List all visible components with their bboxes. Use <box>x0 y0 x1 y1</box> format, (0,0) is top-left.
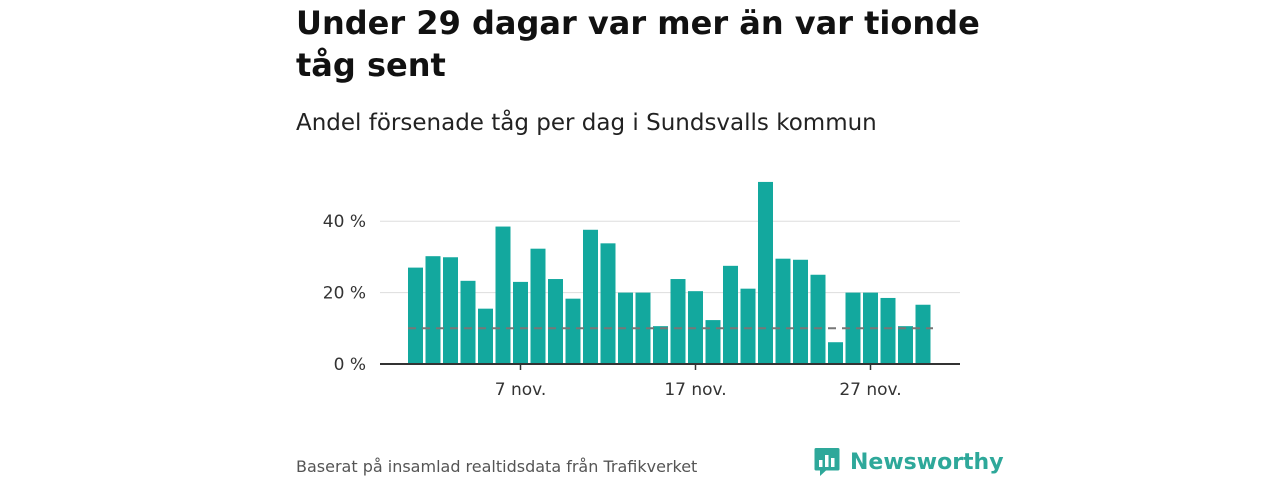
bar[interactable] <box>408 267 423 364</box>
bar[interactable] <box>915 304 931 364</box>
bar[interactable] <box>565 298 581 364</box>
bar[interactable] <box>513 281 528 364</box>
y-axis-labels: 0 % 20 % 40 % <box>323 212 366 375</box>
x-tick-label: 7 nov. <box>495 380 547 400</box>
bar[interactable] <box>845 292 861 364</box>
bar[interactable] <box>653 326 668 364</box>
y-tick-label: 40 % <box>323 212 366 232</box>
bar[interactable] <box>740 288 756 364</box>
bar[interactable] <box>600 243 616 364</box>
x-tick-label: 27 nov. <box>839 380 901 400</box>
bar[interactable] <box>758 181 773 364</box>
x-tick-label: 17 nov. <box>664 380 726 400</box>
bar[interactable] <box>793 259 808 364</box>
bar[interactable] <box>635 292 651 364</box>
bar[interactable] <box>898 326 913 364</box>
brand-name: Newsworthy <box>850 449 1004 475</box>
bar[interactable] <box>775 258 791 364</box>
bar[interactable] <box>425 256 441 364</box>
bar[interactable] <box>723 265 738 364</box>
x-axis <box>380 363 960 370</box>
bar[interactable] <box>548 279 563 364</box>
bar[interactable] <box>460 280 476 364</box>
source-note: Baserat på insamlad realtidsdata från Tr… <box>296 457 698 476</box>
newsworthy-logo-icon <box>814 448 840 476</box>
bar[interactable] <box>880 297 896 364</box>
y-tick-label: 0 % <box>334 355 366 375</box>
bar-chart: 0 % 20 % 40 % 7 nov. 17 nov. 27 nov. <box>323 181 960 400</box>
bar[interactable] <box>810 274 826 364</box>
bar[interactable] <box>705 320 721 364</box>
brand-logo[interactable]: Newsworthy <box>814 446 1004 478</box>
x-axis-labels: 7 nov. 17 nov. 27 nov. <box>495 380 902 400</box>
bar[interactable] <box>443 257 458 364</box>
bar[interactable] <box>670 279 686 364</box>
chart-subtitle: Andel försenade tåg per dag i Sundsvalls… <box>296 110 877 136</box>
bar[interactable] <box>478 308 493 364</box>
y-tick-label: 20 % <box>323 284 366 304</box>
chart-title: Under 29 dagar var mer än var tionde tåg… <box>296 4 980 84</box>
bar[interactable] <box>828 342 843 364</box>
bars <box>408 181 931 364</box>
bar[interactable] <box>583 229 598 364</box>
bar[interactable] <box>495 226 511 364</box>
bar[interactable] <box>530 248 546 364</box>
